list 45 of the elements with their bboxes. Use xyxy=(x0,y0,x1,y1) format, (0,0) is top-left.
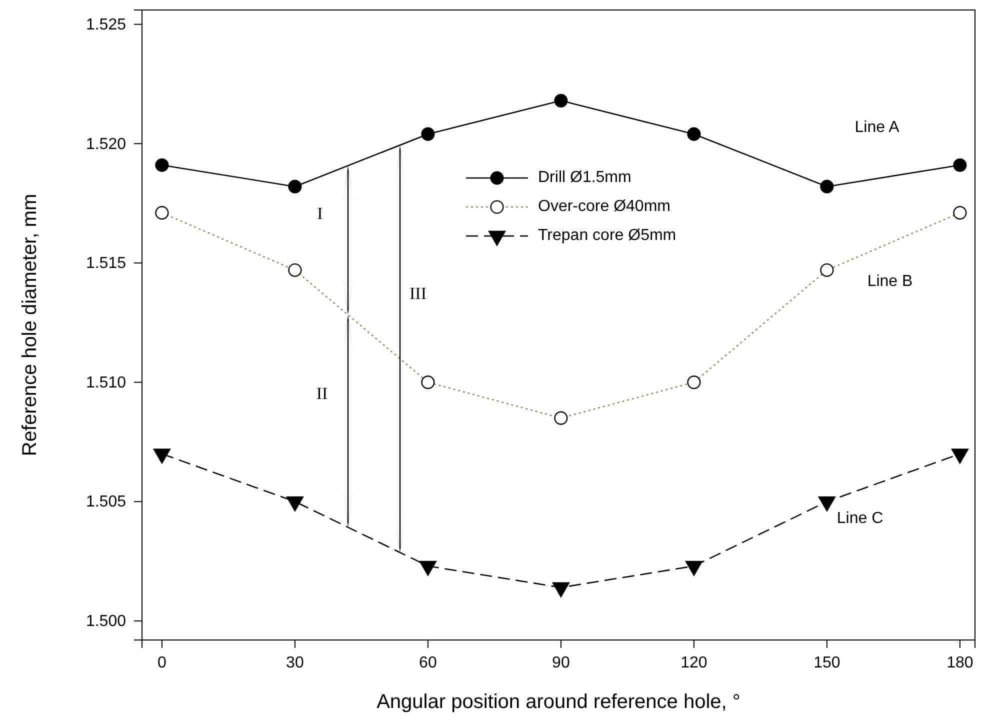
point xyxy=(818,496,836,512)
point xyxy=(687,127,701,141)
x-tick-label: 180 xyxy=(946,654,974,672)
x-axis-title: Angular position around reference hole, ° xyxy=(376,691,740,713)
point xyxy=(286,496,304,512)
point xyxy=(552,582,570,598)
point xyxy=(421,376,435,390)
point xyxy=(687,376,701,390)
point xyxy=(155,158,169,172)
point xyxy=(953,206,967,220)
y-tick-label: 1.515 xyxy=(86,255,126,272)
y-tick-label: 1.525 xyxy=(86,16,126,34)
y-tick-label: 1.505 xyxy=(86,494,126,511)
y-tick-label: 1.520 xyxy=(86,136,126,153)
y-axis-title: Reference hole diameter, mm xyxy=(19,194,41,456)
annotation: Line B xyxy=(867,273,913,290)
x-tick-label: 0 xyxy=(157,654,166,672)
point xyxy=(288,263,302,277)
point xyxy=(288,180,302,194)
point xyxy=(419,560,437,576)
annotation: Line A xyxy=(854,119,900,136)
point xyxy=(421,127,435,141)
point xyxy=(820,180,834,194)
y-tick-label: 1.510 xyxy=(86,374,126,392)
legend-label: Over-core Ø40mm xyxy=(538,198,670,216)
point xyxy=(554,411,568,425)
point xyxy=(554,94,568,108)
x-tick-label: 150 xyxy=(814,654,840,672)
annotation: III xyxy=(410,284,427,303)
x-tick-label: 120 xyxy=(680,654,708,672)
point xyxy=(685,560,703,576)
point xyxy=(951,448,968,464)
x-tick-label: 90 xyxy=(552,654,570,672)
legend-label: Drill Ø1.5mm xyxy=(538,169,632,186)
point xyxy=(953,158,967,172)
point xyxy=(820,263,834,277)
legend-label: Trepan core Ø5mm xyxy=(538,227,676,244)
annotation: I xyxy=(317,204,324,223)
annotation: Line C xyxy=(836,510,884,528)
y-tick-label: 1.500 xyxy=(86,613,126,630)
annotation: II xyxy=(316,384,328,403)
x-tick-label: 30 xyxy=(286,654,304,672)
x-tick-label: 60 xyxy=(419,654,437,672)
point xyxy=(153,448,171,464)
point xyxy=(155,206,169,220)
